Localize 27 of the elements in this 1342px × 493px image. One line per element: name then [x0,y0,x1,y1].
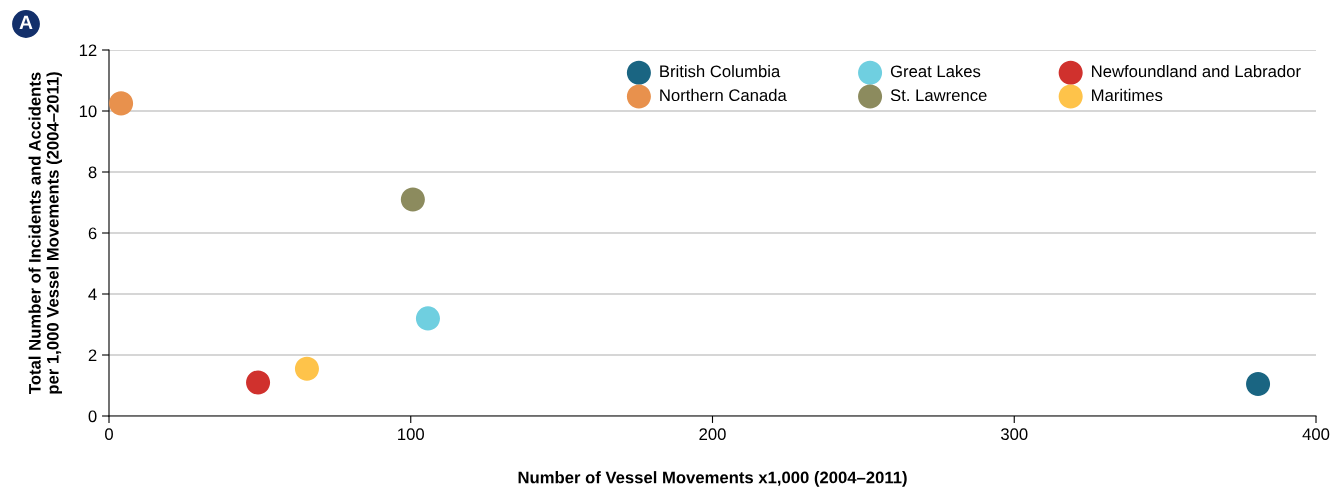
point [246,370,271,395]
point [400,187,425,212]
y-tick-label: 2 [88,349,97,362]
x-tick-label: 200 [699,428,726,441]
point [415,306,440,331]
y-tick-label: 0 [88,410,97,423]
legend-label: Great Lakes [890,65,981,78]
legend-label: British Columbia [660,65,781,78]
x-tick-label: 300 [1000,428,1028,441]
y-tick-label: 4 [88,288,97,301]
legend-label: Northern Canada [660,88,787,102]
y-tick-label: 6 [88,227,97,240]
y-axis-title: Total Number of Incidents and Accidents per 1,000 Vessel Movements (2004–2011) [28,72,62,394]
point [1246,371,1271,396]
point [294,356,319,381]
text: A [19,15,33,30]
x-tick-label: 400 [1302,428,1330,441]
y-tick-label: 10 [79,105,97,118]
x-tick-label: 100 [398,428,424,441]
legend-label: St. Lawrence [890,89,987,102]
x-tick-label: 0 [105,428,113,441]
y-tick-label: 12 [79,44,97,57]
legend-label: Newfoundland and Labrador [1092,65,1301,78]
legend-label: Maritimes [1092,88,1163,102]
x-axis-title: Number of Vessel Movements x1,000 (2004–2011) [518,471,907,487]
y-tick-label: 8 [88,166,97,179]
point [109,91,134,116]
